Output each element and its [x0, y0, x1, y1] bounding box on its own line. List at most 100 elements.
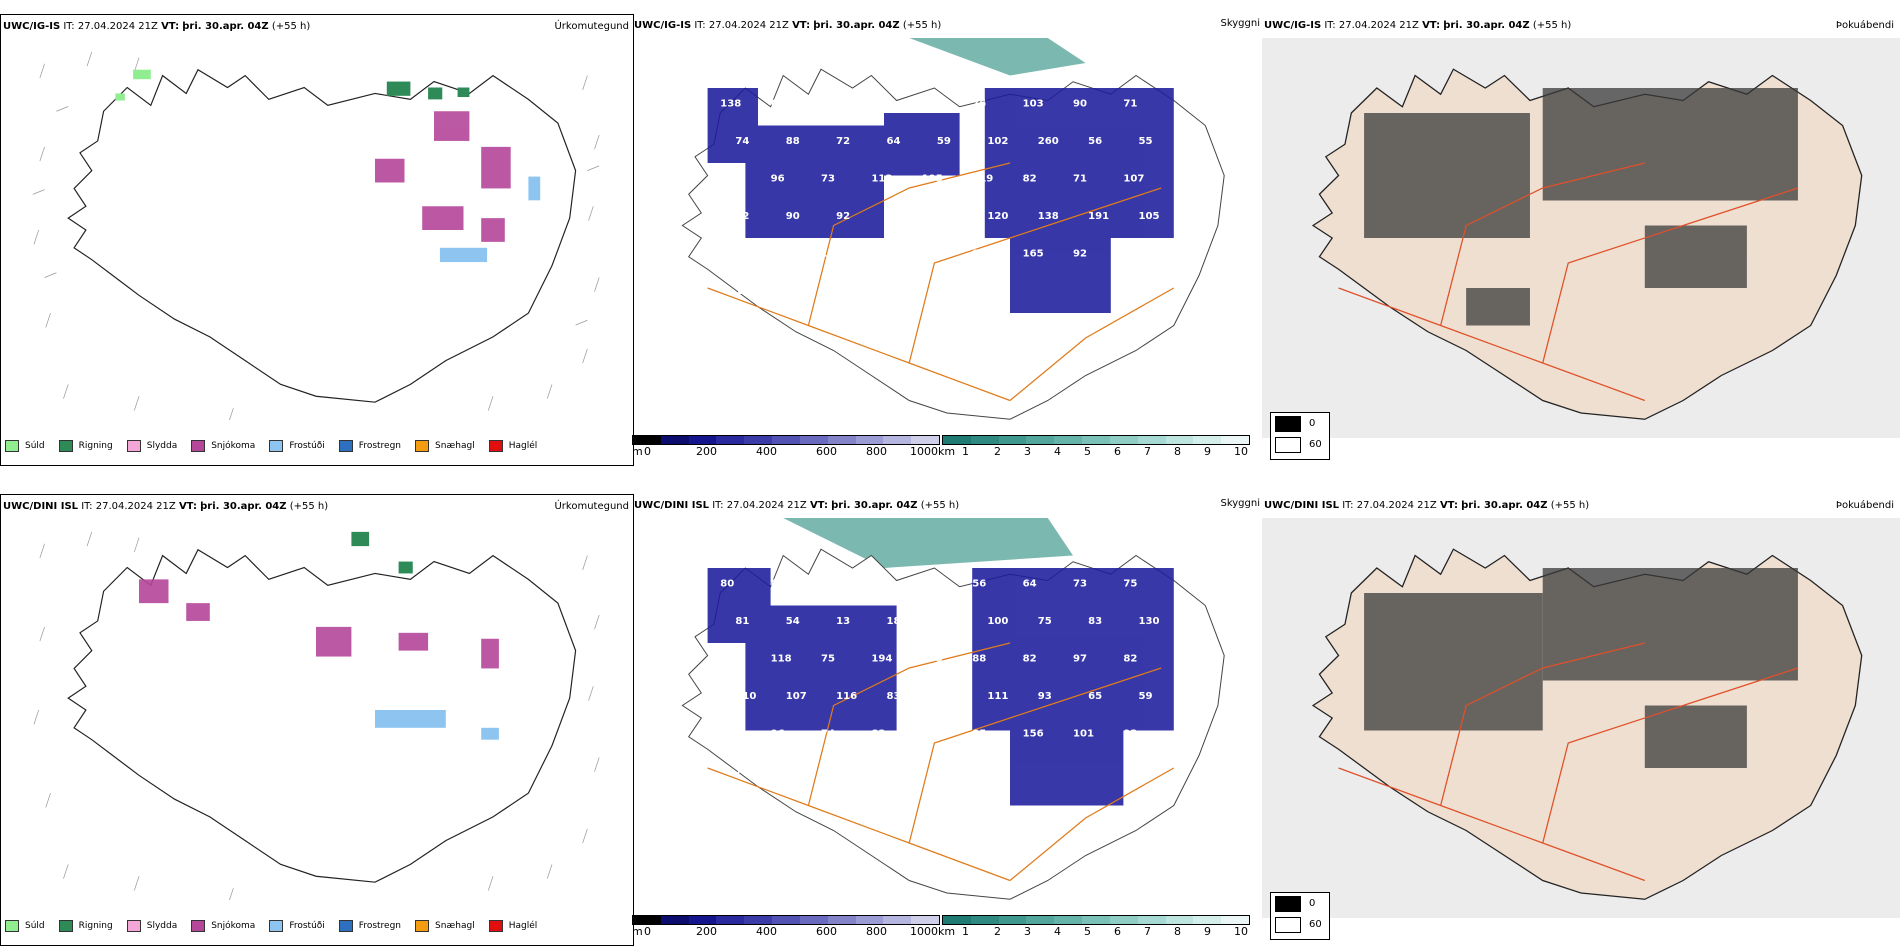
legend-item: Haglél [488, 920, 537, 932]
cloud-height-label: 92 [1073, 249, 1087, 260]
cloud-height-label: 55 [1139, 136, 1153, 147]
cloud-height-label: 146 [720, 249, 741, 260]
precip-map [33, 531, 600, 900]
cloud-height-label: 103 [1023, 99, 1044, 110]
cloud-height-label: 85 [887, 211, 901, 222]
cloud-height-label: 82 [1123, 654, 1137, 665]
legend-item: Frostregn [338, 920, 401, 932]
cloud-height-label: 96 [771, 729, 785, 740]
cloud-height-label: 107 [786, 691, 807, 702]
fog-map [1262, 518, 1900, 918]
cloud-panel-top: UWC/IG-IS IT: 27.04.2024 21Z VT: þri. 30… [632, 14, 1262, 464]
panel-header: UWC/IG-IS IT: 27.04.2024 21Z VT: þri. 30… [1264, 20, 1572, 31]
legend-item: Snjókoma [191, 440, 255, 452]
cloud-height-label: 140 [821, 579, 842, 590]
cloud-height-label: 165 [1023, 249, 1044, 260]
cloud-height-label: 56 [720, 654, 734, 665]
legend-item: Súld [5, 440, 45, 452]
cloud-height-label: 75 [821, 654, 835, 665]
legend-item: Rigning [58, 920, 113, 932]
cloud-height-label: 100 [987, 616, 1008, 627]
cloud-height-label: 195 [922, 174, 943, 185]
precip-panel-bottom: UWC/DINI ISL IT: 27.04.2024 21Z VT: þri.… [0, 494, 634, 946]
fog-legend: 0 60 [1270, 892, 1330, 940]
cloud-map: 80 83 140 60 53 56 64 73 75 81 54 13 189 64 100 75 83 130… [681, 518, 1225, 900]
cloud-height-label: 83 [871, 729, 885, 740]
cloud-height-label: 54 [786, 616, 800, 627]
cloud-height-label: 82 [1023, 654, 1037, 665]
cloud-height-label: 85 [972, 729, 986, 740]
cloud-height-label: 92 [1123, 729, 1137, 740]
panel-title: Úrkomutegund [554, 501, 629, 512]
height-colorbar: m 0 200 400 600 800 1000 [632, 435, 940, 458]
panel-title: Þokuábendi [1835, 20, 1894, 31]
cloud-height-label: 156 [1023, 729, 1044, 740]
cloud-height-label: 195 [922, 654, 943, 665]
cloud-height-label: 96 [937, 691, 951, 702]
cloud-height-label: 75 [1038, 616, 1052, 627]
panel-header: UWC/DINI ISL IT: 27.04.2024 21Z VT: þri.… [3, 501, 329, 512]
legend-item: Frostúði [269, 440, 325, 452]
cloud-height-label: 79 [735, 766, 749, 777]
cloud-height-label: 56 [1088, 136, 1102, 147]
cloud-height-label: 189 [887, 616, 908, 627]
cloud-height-label: 64 [937, 616, 951, 627]
cloud-height-label: 64 [1023, 579, 1037, 590]
cloud-height-label: 103 [821, 249, 842, 260]
cloud-height-label: 81 [821, 99, 835, 110]
cloud-height-label: 75 [1123, 579, 1137, 590]
panel-title: Úrkomutegund [554, 21, 629, 32]
cloud-height-label: 74 [735, 136, 749, 147]
cloud-height-label: 65 [1088, 691, 1102, 702]
cloud-height-label: 129 [972, 249, 993, 260]
cloud-height-label: 80 [720, 579, 734, 590]
cloud-height-label: 113 [871, 174, 892, 185]
cloud-height-label: 71 [1123, 99, 1137, 110]
cloud-panel-bottom: UWC/DINI ISL IT: 27.04.2024 21Z VT: þri.… [632, 494, 1262, 944]
cloud-height-label: 83 [887, 691, 901, 702]
cloud-height-label: 71 [1073, 174, 1087, 185]
panel-header: UWC/DINI ISL IT: 27.04.2024 21Z VT: þri.… [634, 500, 960, 511]
cloud-height-label: 102 [987, 136, 1008, 147]
cloud-height-label: 107 [1123, 174, 1144, 185]
legend-item: Slydda [126, 440, 177, 452]
cloud-height-label: 194 [871, 654, 892, 665]
fog-panel-top: UWC/IG-IS IT: 27.04.2024 21Z VT: þri. 30… [1262, 14, 1900, 464]
panel-title: Skyggni [1220, 498, 1260, 509]
fog-map [1262, 38, 1900, 438]
cloud-height-label: 236 [786, 766, 807, 777]
panel-header: UWC/DINI ISL IT: 27.04.2024 21Z VT: þri.… [1264, 500, 1590, 511]
precip-map [32, 51, 600, 420]
cloud-height-label: 119 [972, 174, 993, 185]
cloud-height-label: 59 [937, 136, 951, 147]
cloud-height-label: 138 [720, 99, 741, 110]
cloud-height-label: 68 [771, 99, 785, 110]
cloud-height-label: 64 [887, 136, 901, 147]
cloud-height-label: 59 [1139, 691, 1153, 702]
cloud-height-label: 191 [1088, 211, 1109, 222]
cloud-height-label: 125 [922, 249, 943, 260]
panel-title: Þokuábendi [1835, 500, 1894, 511]
cloud-height-label: 102 [735, 286, 756, 297]
cloud-height-label: 60 [871, 579, 885, 590]
panel-title: Skyggni [1220, 18, 1260, 29]
legend-item: Snjókoma [191, 920, 255, 932]
cloud-height-label: 90 [786, 211, 800, 222]
cloud-height-label: 73 [821, 174, 835, 185]
precip-legend: Súld Rigning Slydda Snjókoma Frostúði Fr… [5, 440, 551, 452]
height-colorbar: m 0 200 400 600 800 1000 [632, 915, 940, 938]
cloud-height-label: 81 [735, 616, 749, 627]
visibility-colorbar: km 1 2 3 4 5 6 7 8 9 10 [938, 435, 1250, 458]
cloud-height-label: 118 [771, 654, 792, 665]
cloud-height-label: 105 [1139, 211, 1160, 222]
cloud-height-label: 88 [786, 136, 800, 147]
panel-header: UWC/IG-IS IT: 27.04.2024 21Z VT: þri. 30… [634, 20, 942, 31]
cloud-height-label: 111 [987, 691, 1008, 702]
cloud-height-label: 78 [720, 174, 734, 185]
cloud-height-label: 97 [922, 729, 936, 740]
cloud-height-label: 93 [720, 729, 734, 740]
fog-legend: 0 60 [1270, 412, 1330, 460]
legend-item: Frostregn [338, 440, 401, 452]
cloud-height-label: 130 [1139, 616, 1160, 627]
cloud-height-label: 101 [1073, 729, 1094, 740]
